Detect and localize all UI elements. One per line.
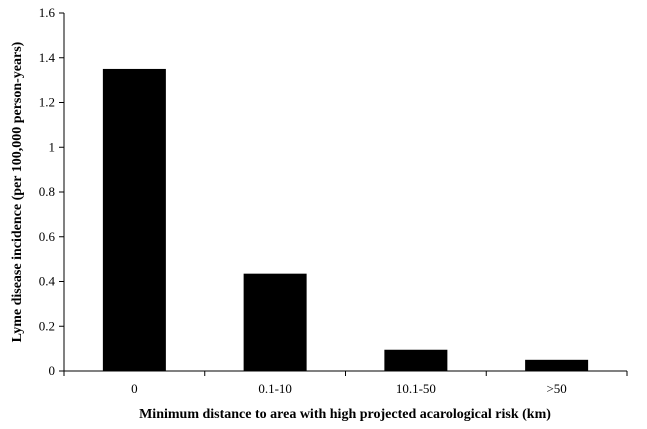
bar-2 [384, 349, 448, 371]
y-tick-label: 1.6 [39, 5, 56, 20]
y-tick-label: 0.6 [39, 229, 56, 244]
bars [102, 68, 589, 371]
bar-0 [102, 68, 166, 371]
y-axis: 0 0.2 0.4 0.6 0.8 1 1.2 1.4 1.6 [39, 5, 65, 378]
y-tick-label: 0.2 [39, 318, 55, 333]
x-tick-label: 10.1-50 [396, 381, 436, 396]
y-axis-title: Lyme disease incidence (per 100,000 pers… [10, 41, 25, 342]
y-tick-label: 0.4 [39, 274, 56, 289]
y-tick-label: 0.8 [39, 184, 55, 199]
y-tick-label: 1 [49, 139, 56, 154]
x-tick-label: >50 [546, 381, 566, 396]
x-axis-title: Minimum distance to area with high proje… [139, 407, 551, 422]
x-tick-label: 0 [131, 381, 138, 396]
bar-1 [243, 273, 307, 371]
x-axis: 0 0.1-10 10.1-50 >50 [63, 370, 628, 396]
x-tick-label: 0.1-10 [258, 381, 292, 396]
y-tick-label: 0 [49, 363, 56, 378]
y-tick-label: 1.2 [39, 95, 55, 110]
bar-3 [525, 359, 589, 371]
y-tick-label: 1.4 [39, 50, 56, 65]
